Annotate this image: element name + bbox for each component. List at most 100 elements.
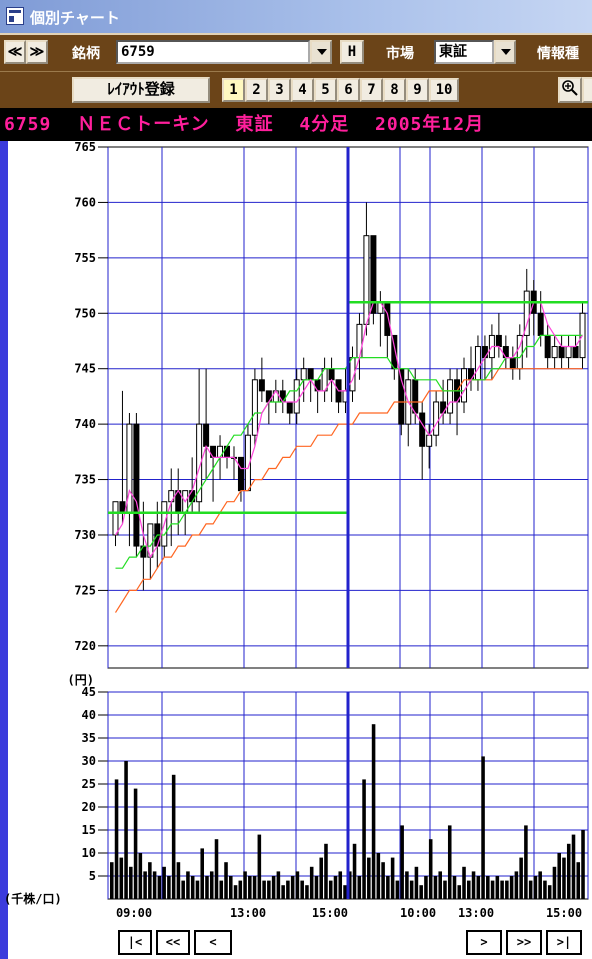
page-back-fast-button[interactable]: << <box>156 930 190 955</box>
volume-bar <box>214 839 219 899</box>
candle-body <box>474 346 481 381</box>
zoom-out-button[interactable] <box>582 77 592 103</box>
volume-bar <box>238 880 243 899</box>
code-dropdown-button[interactable] <box>310 40 332 64</box>
volume-bar <box>348 871 352 899</box>
candle-body <box>112 501 119 536</box>
candle-body <box>293 379 300 414</box>
volume-bar <box>419 885 423 899</box>
volume-bar <box>571 834 576 899</box>
volume-tick-label: 35 <box>82 731 96 745</box>
price-tick-label: 750 <box>74 306 96 320</box>
market-dropdown-button[interactable] <box>494 40 516 64</box>
candle-body <box>133 423 140 547</box>
time-tick-label: 09:00 <box>116 906 152 920</box>
layout-number-button-10[interactable]: 10 <box>429 78 459 102</box>
volume-bar <box>505 880 509 899</box>
volume-bar <box>481 756 485 899</box>
volume-bar <box>157 876 162 899</box>
price-unit-label: (円) <box>68 673 94 687</box>
volume-bar <box>138 853 143 899</box>
candle-body <box>307 368 314 381</box>
candle-body <box>258 379 265 392</box>
volume-bar <box>462 866 466 899</box>
volume-bar <box>343 885 347 899</box>
volume-tick-label: 25 <box>82 777 96 791</box>
volume-bar <box>314 876 319 899</box>
volume-bar <box>186 871 190 899</box>
candle-body <box>196 423 203 503</box>
first-page-button[interactable]: |< <box>118 930 152 955</box>
volume-bar <box>262 880 266 899</box>
candle-body <box>237 456 244 492</box>
candle-body <box>419 412 426 447</box>
market-select[interactable]: 東証 <box>434 40 494 64</box>
volume-bar <box>267 880 271 899</box>
price-tick-label: 720 <box>74 639 96 653</box>
price-tick-label: 745 <box>74 362 96 376</box>
info-type-label: 情報種 <box>537 46 579 62</box>
layout-number-button-9[interactable]: 9 <box>406 78 429 102</box>
candle-body <box>447 379 454 414</box>
page-back-button[interactable]: < <box>194 930 232 955</box>
layout-number-button-4[interactable]: 4 <box>291 78 314 102</box>
volume-unit-label: (千株/口) <box>4 891 62 906</box>
volume-bar <box>533 876 538 899</box>
volume-bar <box>290 876 295 899</box>
volume-bar <box>495 876 500 899</box>
info-name: ＮＥＣトーキン <box>77 114 210 135</box>
code-input[interactable]: 6759 <box>116 40 310 64</box>
volume-bar <box>400 825 404 899</box>
layout-number-button-5[interactable]: 5 <box>314 78 337 102</box>
price-tick-label: 755 <box>74 251 96 265</box>
page-forward-button[interactable]: > <box>466 930 502 955</box>
volume-bar <box>209 871 214 899</box>
volume-bar <box>486 876 490 899</box>
volume-bar <box>452 876 457 899</box>
layout-number-button-8[interactable]: 8 <box>383 78 406 102</box>
price-tick-label: 765 <box>74 141 96 154</box>
last-page-button[interactable]: >| <box>546 930 582 955</box>
candle-body <box>286 401 293 414</box>
volume-bar <box>490 880 495 899</box>
candle-body <box>558 346 565 359</box>
volume-bar <box>357 876 362 899</box>
layout-number-button-6[interactable]: 6 <box>337 78 360 102</box>
volume-bar <box>424 876 428 899</box>
stock-info-bar: 6759 ＮＥＣトーキン 東証 4分足 2005年12月 <box>0 108 592 141</box>
volume-bar <box>386 876 390 899</box>
volume-bar <box>309 866 314 899</box>
candle-body <box>363 235 370 325</box>
volume-bar <box>205 876 209 899</box>
volume-bar <box>110 862 114 899</box>
candle-body <box>119 501 126 514</box>
volume-tick-label: 15 <box>82 823 96 837</box>
candle-body <box>433 401 440 436</box>
volume-bar <box>162 866 166 899</box>
zoom-in-button[interactable] <box>558 77 582 103</box>
layout-number-button-2[interactable]: 2 <box>245 78 268 102</box>
candle-body <box>412 379 419 414</box>
candle-body <box>495 334 502 348</box>
price-volume-chart[interactable]: 765 760 755 750 745 740 735 730 725 720 (円)45 40 35 3… <box>0 141 592 959</box>
volume-bar <box>476 876 481 899</box>
price-tick-label: 760 <box>74 195 96 209</box>
layout-number-button-7[interactable]: 7 <box>360 78 383 102</box>
volume-bar <box>143 871 147 899</box>
prev-stock-button[interactable]: ≪ <box>4 40 26 64</box>
volume-bar <box>414 866 419 899</box>
time-tick-label: 10:00 <box>400 906 436 920</box>
volume-bar <box>352 843 357 899</box>
layout-number-button-3[interactable]: 3 <box>268 78 291 102</box>
next-stock-button[interactable]: ≫ <box>26 40 48 64</box>
layout-number-button-1[interactable]: 1 <box>222 78 245 102</box>
volume-tick-label: 20 <box>82 800 96 814</box>
title-bar: 個別チャート <box>0 0 592 33</box>
page-forward-fast-button[interactable]: >> <box>506 930 542 955</box>
h-button[interactable]: H <box>340 40 364 64</box>
volume-bar <box>176 862 181 899</box>
volume-bar <box>305 885 309 899</box>
candle-body <box>356 323 363 359</box>
layout-register-button[interactable]: ﾚｲｱｳﾄ登録 <box>72 77 210 103</box>
price-tick-label: 730 <box>74 528 96 542</box>
